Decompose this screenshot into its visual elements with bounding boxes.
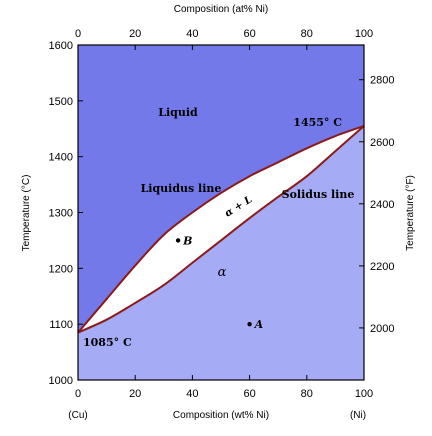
x-tick-label-top: 40 xyxy=(186,28,198,40)
y-ticks-left: 1000 1100 1200 1300 1400 1500 1600 xyxy=(49,40,83,387)
point-a xyxy=(247,321,252,327)
liquidus-line-label: Liquidus line xyxy=(141,182,222,195)
y-axis-title-left: Temperature (°C) xyxy=(21,175,32,252)
x-tick-label-bottom: 80 xyxy=(301,388,313,400)
y-tick-label-right: 2400 xyxy=(370,199,394,211)
y-tick-label-left: 1500 xyxy=(49,96,73,108)
y-tick-label-left: 1000 xyxy=(49,375,73,387)
alpha-label: α xyxy=(218,265,227,280)
x-tick-label-top: 80 xyxy=(301,28,313,40)
liquid-label: Liquid xyxy=(158,106,198,119)
y-ticks-right: 2000 2200 2400 2600 2800 xyxy=(359,75,394,335)
x-axis-title-top: Composition (at% Ni) xyxy=(174,4,268,15)
liquidus-curve xyxy=(77,125,365,334)
y-tick-label-right: 2600 xyxy=(370,137,394,149)
liquid-region xyxy=(78,45,364,333)
two-phase-region xyxy=(78,125,364,333)
y-tick-label-left: 1400 xyxy=(49,152,73,164)
alpha-region xyxy=(78,125,364,380)
y-axis-title-right: Temperature (°F) xyxy=(405,175,416,251)
y-tick-label-left: 1300 xyxy=(49,208,73,220)
x-tick-label-bottom: 100 xyxy=(355,388,373,400)
y-tick-label-left: 1600 xyxy=(49,40,73,52)
x-tick-label-bottom: 40 xyxy=(186,388,198,400)
x-tick-label-top: 100 xyxy=(355,28,373,40)
x-axis-title-bottom: Composition (wt% Ni) xyxy=(173,410,269,421)
y-tick-label-left: 1200 xyxy=(49,263,73,275)
x-tick-label-bottom: 20 xyxy=(129,388,141,400)
state-points: AB xyxy=(175,234,264,331)
solidus-curve xyxy=(77,125,365,334)
point-b xyxy=(175,238,181,243)
solidus-line-label: Solidus line xyxy=(282,188,355,201)
point-label-b: B xyxy=(182,234,192,247)
x-ticks-top: 0 20 40 60 80 100 xyxy=(75,28,373,50)
x-end-label-ni: (Ni) xyxy=(350,410,366,421)
x-tick-label-top: 0 xyxy=(75,28,81,40)
x-ticks-bottom: 0 20 40 60 80 100 xyxy=(75,375,373,400)
ni-melting-label: 1455° C xyxy=(293,116,342,129)
x-tick-label-bottom: 0 xyxy=(75,388,81,400)
x-end-label-cu: (Cu) xyxy=(68,410,87,421)
point-label-a: A xyxy=(254,318,264,331)
cu-melting-label: 1085° C xyxy=(83,336,132,349)
y-tick-label-right: 2800 xyxy=(370,75,394,87)
x-tick-label-top: 60 xyxy=(243,28,255,40)
y-tick-label-right: 2200 xyxy=(370,261,394,273)
x-tick-label-top: 20 xyxy=(129,28,141,40)
x-tick-label-bottom: 60 xyxy=(243,388,255,400)
y-tick-label-right: 2000 xyxy=(370,323,394,335)
y-tick-label-left: 1100 xyxy=(49,319,73,331)
